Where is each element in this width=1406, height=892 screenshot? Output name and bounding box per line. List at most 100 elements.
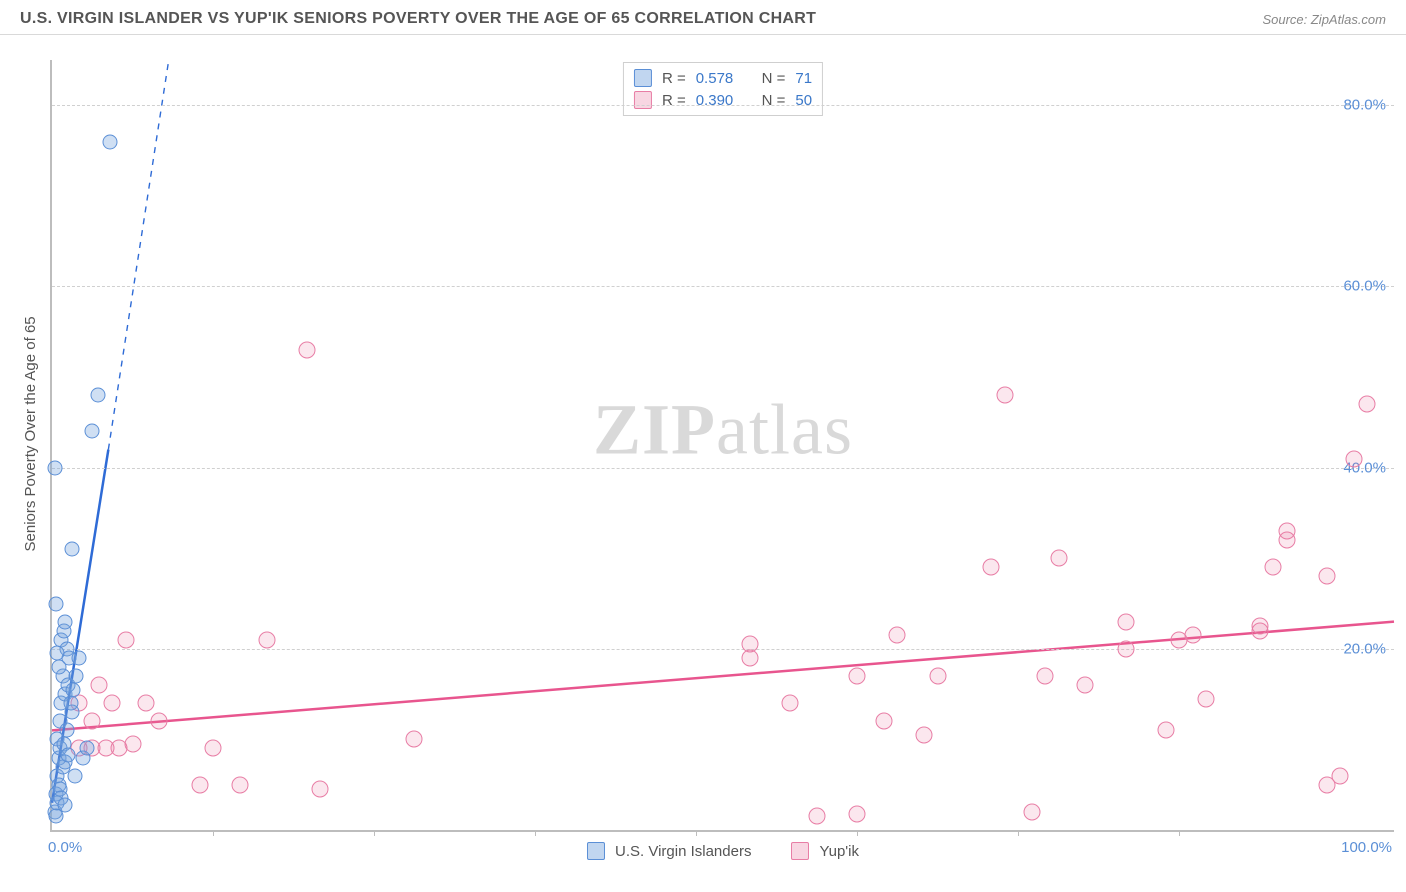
- r-value-blue: 0.578: [696, 70, 734, 87]
- data-point: [58, 797, 73, 812]
- y-tick-label: 60.0%: [1343, 278, 1386, 295]
- data-point: [63, 696, 78, 711]
- legend-item-blue: U.S. Virgin Islanders: [587, 842, 751, 860]
- data-point: [50, 646, 65, 661]
- scatter-plot: ZIPatlas R = 0.578 N = 71 R = 0.390 N = …: [50, 60, 1394, 832]
- data-point: [90, 388, 105, 403]
- gridline: [52, 286, 1394, 287]
- gridline: [52, 105, 1394, 106]
- data-point: [1050, 550, 1067, 567]
- data-point: [85, 424, 100, 439]
- y-axis-label: Seniors Poverty Over the Age of 65: [22, 316, 39, 551]
- data-point: [1359, 396, 1376, 413]
- data-point: [58, 614, 73, 629]
- data-point: [117, 631, 134, 648]
- data-point: [124, 735, 141, 752]
- data-point: [104, 695, 121, 712]
- x-tick: [213, 830, 214, 836]
- data-point: [808, 808, 825, 825]
- data-point: [916, 726, 933, 743]
- data-point: [231, 776, 248, 793]
- data-point: [84, 713, 101, 730]
- data-point: [1345, 450, 1362, 467]
- gridline: [52, 649, 1394, 650]
- data-point: [205, 740, 222, 757]
- data-point: [1037, 668, 1054, 685]
- data-point: [137, 695, 154, 712]
- trend-lines: [52, 60, 1394, 830]
- legend-label-pink: Yup'ik: [819, 843, 859, 860]
- data-point: [1184, 627, 1201, 644]
- source-prefix: Source:: [1262, 12, 1310, 27]
- legend-row-pink: R = 0.390 N = 50: [634, 89, 812, 111]
- data-point: [90, 677, 107, 694]
- n-value-blue: 71: [795, 70, 812, 87]
- x-tick: [374, 830, 375, 836]
- chart-title: U.S. VIRGIN ISLANDER VS YUP'IK SENIORS P…: [20, 10, 816, 28]
- swatch-blue-icon: [587, 842, 605, 860]
- data-point: [51, 659, 66, 674]
- data-point: [66, 682, 81, 697]
- plot-area: ZIPatlas R = 0.578 N = 71 R = 0.390 N = …: [50, 60, 1394, 832]
- data-point: [258, 631, 275, 648]
- data-point: [1318, 568, 1335, 585]
- data-point: [1332, 767, 1349, 784]
- data-point: [1117, 613, 1134, 630]
- x-tick: [696, 830, 697, 836]
- legend-item-pink: Yup'ik: [791, 842, 859, 860]
- legend-label-blue: U.S. Virgin Islanders: [615, 843, 751, 860]
- data-point: [741, 636, 758, 653]
- data-point: [929, 668, 946, 685]
- data-point: [983, 559, 1000, 576]
- data-point: [102, 134, 117, 149]
- data-point: [298, 341, 315, 358]
- data-point: [79, 741, 94, 756]
- data-point: [151, 713, 168, 730]
- swatch-pink-icon: [791, 842, 809, 860]
- legend-row-blue: R = 0.578 N = 71: [634, 67, 812, 89]
- data-point: [406, 731, 423, 748]
- data-point: [47, 460, 62, 475]
- swatch-blue-icon: [634, 69, 652, 87]
- y-tick-label: 20.0%: [1343, 640, 1386, 657]
- data-point: [59, 723, 74, 738]
- data-point: [1157, 722, 1174, 739]
- x-tick: [535, 830, 536, 836]
- data-point: [1265, 559, 1282, 576]
- x-tick-label-right: 100.0%: [1341, 839, 1392, 856]
- data-point: [889, 627, 906, 644]
- data-point: [1278, 523, 1295, 540]
- data-point: [782, 695, 799, 712]
- x-tick: [1018, 830, 1019, 836]
- data-point: [61, 747, 76, 762]
- data-point: [849, 805, 866, 822]
- correlation-legend: R = 0.578 N = 71 R = 0.390 N = 50: [623, 62, 823, 116]
- data-point: [996, 387, 1013, 404]
- swatch-pink-icon: [634, 91, 652, 109]
- data-point: [1251, 618, 1268, 635]
- data-point: [49, 596, 64, 611]
- data-point: [65, 542, 80, 557]
- x-tick-label-left: 0.0%: [48, 839, 82, 856]
- gridline: [52, 468, 1394, 469]
- data-point: [876, 713, 893, 730]
- x-tick: [1179, 830, 1180, 836]
- r-label: R =: [662, 70, 686, 87]
- n-label: N =: [762, 70, 786, 87]
- data-point: [71, 650, 86, 665]
- chart-header: U.S. VIRGIN ISLANDER VS YUP'IK SENIORS P…: [0, 0, 1406, 35]
- data-point: [191, 776, 208, 793]
- data-point: [849, 668, 866, 685]
- series-legend: U.S. Virgin Islanders Yup'ik: [587, 842, 859, 860]
- data-point: [1077, 677, 1094, 694]
- source-name: ZipAtlas.com: [1311, 12, 1386, 27]
- data-point: [69, 669, 84, 684]
- data-point: [1023, 803, 1040, 820]
- data-point: [1117, 640, 1134, 657]
- source-attribution: Source: ZipAtlas.com: [1262, 12, 1386, 27]
- data-point: [67, 768, 82, 783]
- y-tick-label: 80.0%: [1343, 97, 1386, 114]
- data-point: [312, 781, 329, 798]
- x-tick: [857, 830, 858, 836]
- data-point: [1198, 690, 1215, 707]
